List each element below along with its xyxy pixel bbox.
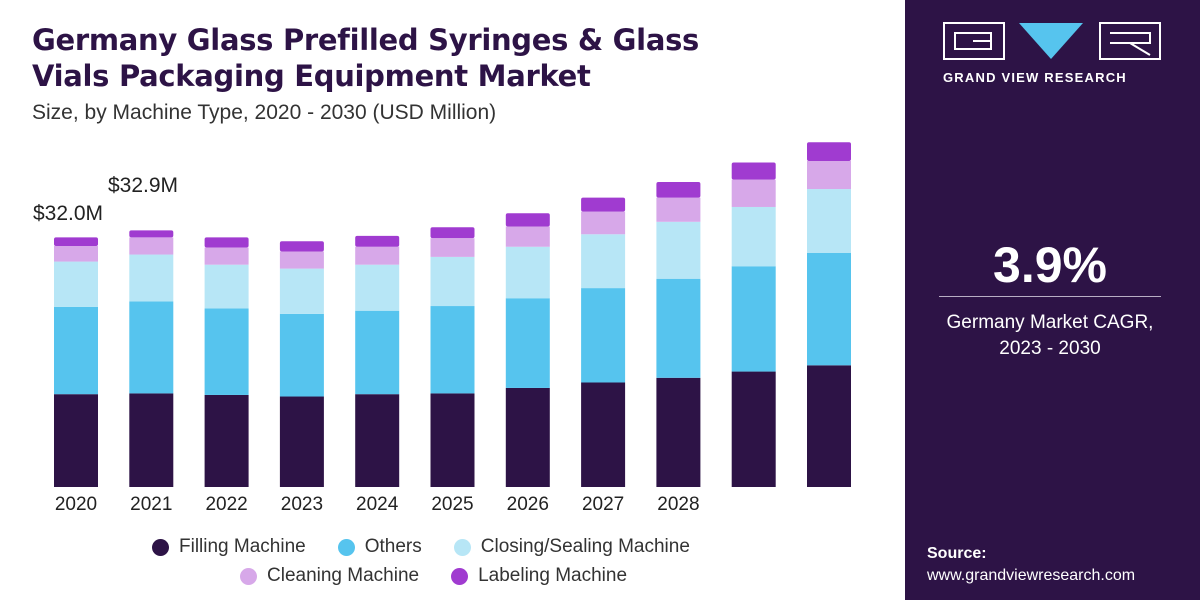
bar-segment-2021-closing-sealing-machine bbox=[129, 254, 174, 302]
bar-segment-2023-labeling-machine bbox=[279, 241, 324, 252]
bar-segment-2028-closing-sealing-machine bbox=[656, 221, 701, 279]
bar-segment-2025-filling-machine bbox=[430, 393, 475, 487]
bar-segment-2029-filling-machine bbox=[731, 371, 776, 487]
bar-segment-2029-labeling-machine bbox=[731, 162, 776, 180]
bar-segment-2024-labeling-machine bbox=[355, 235, 400, 247]
bar-segment-2024-cleaning-machine bbox=[355, 246, 400, 265]
bar-segment-2027-labeling-machine bbox=[581, 197, 626, 212]
bar-segment-2022-labeling-machine bbox=[204, 237, 249, 248]
bar-segment-2030-filling-machine bbox=[807, 365, 851, 487]
data-label-2021: $32.9M bbox=[108, 174, 178, 197]
sidebar-panel: GRAND VIEW RESEARCH 3.9% Germany Market … bbox=[905, 0, 1200, 600]
bar-segment-2028-cleaning-machine bbox=[656, 197, 701, 222]
chart-panel: Germany Glass Prefilled Syringes & Glass… bbox=[32, 22, 892, 587]
cagr-value: 3.9% bbox=[993, 237, 1107, 293]
legend-label-filling-machine: Filling Machine bbox=[179, 536, 306, 557]
bar-segment-2026-closing-sealing-machine bbox=[505, 246, 550, 299]
bar-segment-2030-closing-sealing-machine bbox=[807, 189, 851, 253]
legend-item-cleaning-machine: Cleaning Machine bbox=[240, 565, 419, 587]
cagr-label-line-1: Germany Market CAGR, bbox=[946, 312, 1154, 333]
bar-segment-2023-cleaning-machine bbox=[279, 251, 324, 269]
chart-title-line-1: Germany Glass Prefilled Syringes & Glass bbox=[32, 23, 700, 57]
bar-segment-2027-closing-sealing-machine bbox=[581, 234, 626, 289]
legend-row-2: Cleaning Machine Labeling Machine bbox=[240, 565, 659, 587]
bar-segment-2029-others bbox=[731, 266, 776, 372]
legend-item-closing-sealing-machine: Closing/Sealing Machine bbox=[453, 536, 690, 558]
bar-segment-2028-labeling-machine bbox=[656, 182, 701, 198]
legend-label-closing-sealing-machine: Closing/Sealing Machine bbox=[480, 536, 690, 557]
grand-view-research-logo-icon bbox=[943, 22, 1161, 60]
bar-segment-2023-filling-machine bbox=[279, 396, 324, 487]
bar-segment-2030-cleaning-machine bbox=[807, 160, 851, 190]
legend-label-cleaning-machine: Cleaning Machine bbox=[267, 565, 420, 586]
bar-segment-2029-cleaning-machine bbox=[731, 179, 776, 207]
bar-segment-2023-closing-sealing-machine bbox=[279, 268, 324, 314]
x-tick-label-2027: 2027 bbox=[582, 494, 624, 515]
bar-segment-2027-cleaning-machine bbox=[581, 211, 626, 235]
bar-segment-2030-others bbox=[807, 253, 851, 366]
legend-row-1: Filling Machine Others Closing/Sealing M… bbox=[152, 536, 722, 558]
bar-segment-2027-others bbox=[581, 288, 626, 383]
legend-swatch-cleaning-machine bbox=[240, 567, 257, 585]
bar-segment-2025-others bbox=[430, 306, 475, 394]
source-link[interactable]: www.grandviewresearch.com bbox=[927, 567, 1136, 584]
chart-subtitle: Size, by Machine Type, 2020 - 2030 (USD … bbox=[32, 101, 497, 124]
legend-swatch-closing-sealing-machine bbox=[453, 538, 471, 556]
bar-segment-2021-labeling-machine bbox=[129, 230, 174, 238]
bar-segment-2025-cleaning-machine bbox=[430, 238, 475, 257]
chart-title: Germany Glass Prefilled Syringes & Glass… bbox=[32, 22, 892, 94]
legend-item-labeling-machine: Labeling Machine bbox=[451, 565, 627, 587]
bar-segment-2020-filling-machine bbox=[54, 394, 98, 487]
bar-segment-2021-filling-machine bbox=[129, 393, 174, 487]
legend-label-others: Others bbox=[364, 536, 422, 557]
bar-segment-2020-others bbox=[54, 306, 98, 395]
x-tick-label-2022: 2022 bbox=[205, 494, 247, 515]
source-label: Source: bbox=[927, 545, 987, 562]
cagr-label-line-2: 2023 - 2030 bbox=[999, 338, 1101, 359]
bar-segment-2027-filling-machine bbox=[581, 382, 626, 487]
bar-segment-2021-others bbox=[129, 301, 174, 394]
bar-segment-2026-cleaning-machine bbox=[505, 226, 550, 247]
x-tick-label-2021: 2021 bbox=[130, 494, 172, 515]
legend-item-filling-machine: Filling Machine bbox=[152, 536, 306, 558]
bar-segment-2020-labeling-machine bbox=[54, 237, 98, 246]
legend-swatch-labeling-machine bbox=[451, 567, 469, 585]
bar-segment-2022-cleaning-machine bbox=[204, 247, 249, 265]
bar-segment-2024-filling-machine bbox=[355, 394, 400, 487]
bar-segment-2024-closing-sealing-machine bbox=[355, 264, 400, 311]
bar-segment-2025-closing-sealing-machine bbox=[430, 256, 475, 307]
data-label-2020: $32.0M bbox=[33, 202, 103, 225]
x-tick-label-2023: 2023 bbox=[281, 494, 323, 515]
bar-segment-2030-labeling-machine bbox=[807, 142, 851, 161]
x-tick-label-2025: 2025 bbox=[431, 494, 473, 515]
stacked-bar-chart: 2020 2021 2022 2023 2024 2025 2026 2027 2028 $32.… bbox=[33, 142, 851, 515]
cagr-divider bbox=[939, 296, 1161, 297]
bar-segment-2028-filling-machine bbox=[656, 377, 701, 487]
bar-segment-2022-closing-sealing-machine bbox=[204, 264, 249, 309]
x-tick-label-2024: 2024 bbox=[356, 494, 399, 515]
legend-label-labeling-machine: Labeling Machine bbox=[478, 565, 628, 586]
legend-item-others: Others bbox=[337, 536, 422, 558]
x-tick-label-2026: 2026 bbox=[507, 494, 549, 515]
bar-segment-2022-filling-machine bbox=[204, 394, 249, 487]
bar-segment-2029-closing-sealing-machine bbox=[731, 206, 776, 267]
bar-segment-2020-closing-sealing-machine bbox=[54, 261, 98, 307]
cagr-label: Germany Market CAGR, 2023 - 2030 bbox=[925, 310, 1175, 362]
legend-swatch-others bbox=[337, 538, 355, 556]
chart-title-line-2: Vials Packaging Equipment Market bbox=[32, 59, 591, 93]
bar-segment-2026-others bbox=[505, 298, 550, 388]
bar-segment-2028-others bbox=[656, 278, 701, 378]
bar-segment-2021-cleaning-machine bbox=[129, 237, 174, 255]
x-tick-label-2020: 2020 bbox=[55, 494, 97, 515]
bar-segment-2020-cleaning-machine bbox=[54, 245, 98, 262]
bar-segment-2026-labeling-machine bbox=[505, 213, 550, 227]
bar-segment-2024-others bbox=[355, 310, 400, 395]
bar-segment-2023-others bbox=[279, 313, 324, 397]
x-tick-label-2028: 2028 bbox=[657, 494, 699, 515]
legend-swatch-filling-machine bbox=[152, 538, 169, 556]
bar-segment-2025-labeling-machine bbox=[430, 227, 475, 239]
bar-segment-2022-others bbox=[204, 308, 249, 395]
brand-name: GRAND VIEW RESEARCH bbox=[943, 70, 1127, 85]
bar-segment-2026-filling-machine bbox=[505, 387, 550, 487]
